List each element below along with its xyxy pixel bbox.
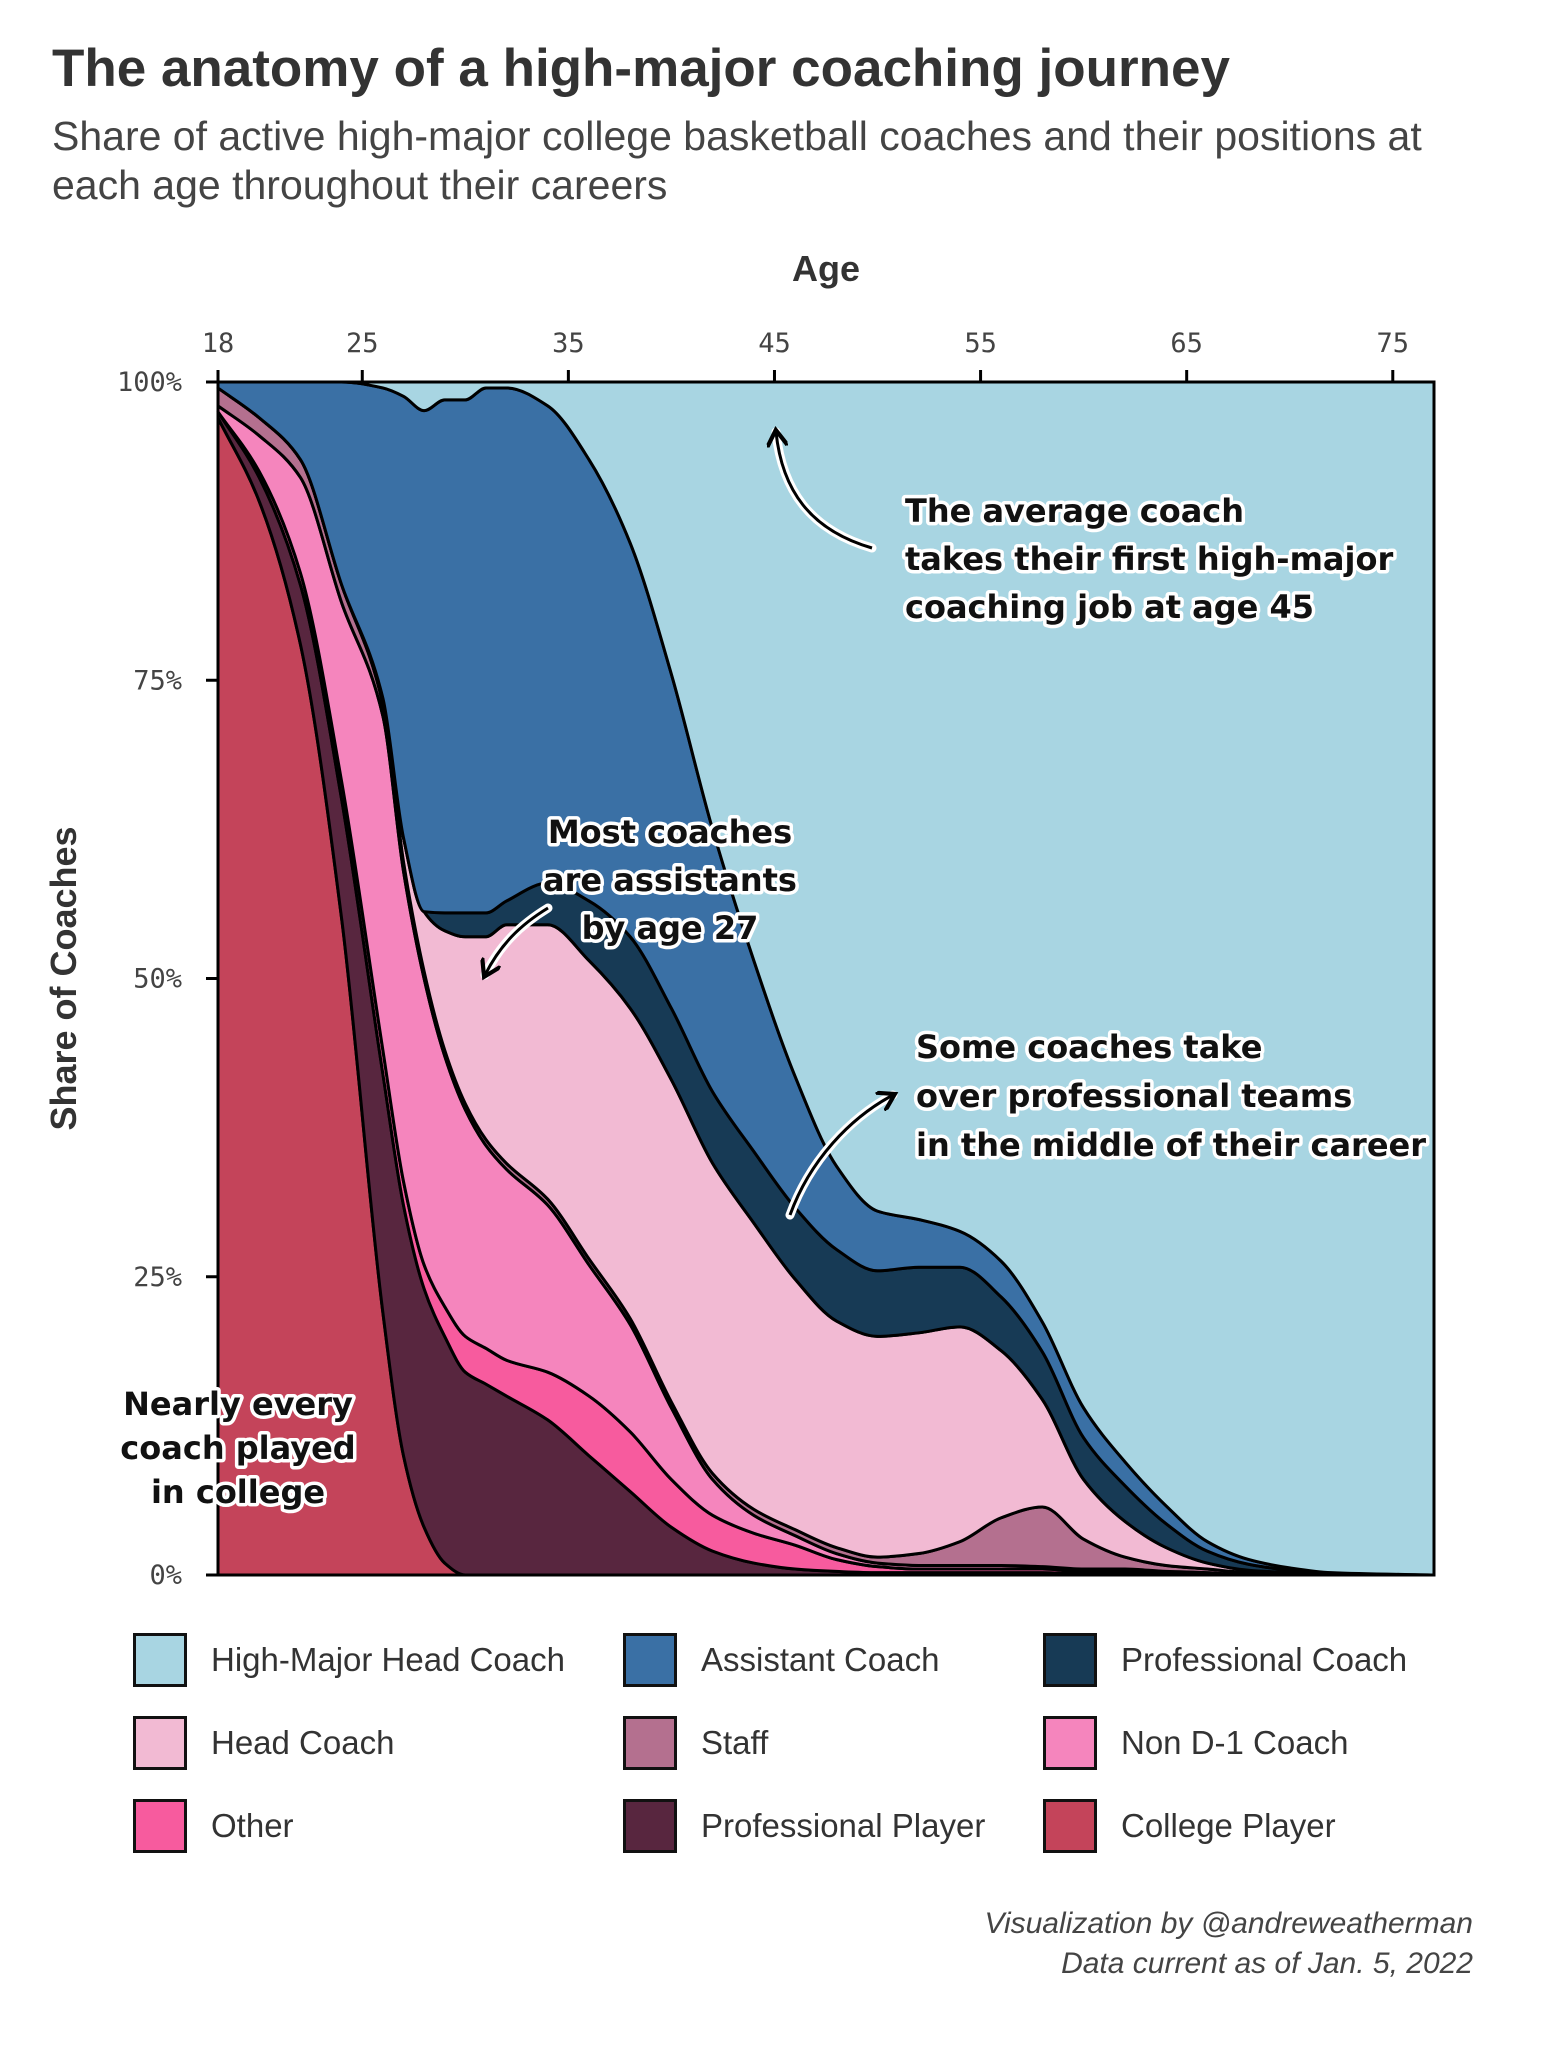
credit-author: Visualization by @andreweatherman — [984, 1907, 1473, 1940]
legend-label: Staff — [701, 1724, 769, 1761]
legend-item-staff: Staff — [623, 1713, 768, 1773]
annotation-arrow — [788, 1095, 893, 1216]
x-tick-label: 45 — [758, 328, 791, 359]
x-tick-label: 18 — [202, 328, 235, 359]
legend-swatch — [623, 1633, 677, 1687]
x-tick-label: 55 — [964, 328, 997, 359]
annotation-text-line: by age 27 — [582, 909, 759, 947]
chart-subtitle: Share of active high-major college baske… — [52, 113, 1422, 208]
annotation-text-line: in college — [151, 1473, 325, 1511]
legend-swatch — [1043, 1799, 1097, 1853]
legend-swatch — [133, 1633, 187, 1687]
legend-label: Professional Coach — [1121, 1641, 1408, 1678]
legend-swatch — [1043, 1716, 1097, 1770]
legend-item-high-major-head-coach: High-Major Head Coach — [133, 1630, 565, 1690]
annotation-text-line: over professional teams — [916, 1077, 1352, 1115]
annotation-4: Nearly every coach played in college — [117, 1382, 359, 1515]
x-tick-label: 65 — [1170, 328, 1203, 359]
legend-label: Assistant Coach — [701, 1641, 940, 1678]
legend-label: Head Coach — [211, 1724, 395, 1761]
legend: High-Major Head Coach Assistant Coach Prof… — [133, 1630, 1493, 1890]
legend-swatch — [1043, 1633, 1097, 1687]
annotation-layer: The average coach takes their first high-… — [117, 432, 1430, 1515]
y-tick-label: 25% — [133, 1262, 182, 1293]
annotation-text-line: takes their first high-major — [905, 540, 1393, 578]
axis-layer: 18 25 35 45 55 65 75 0% 25% 50% 75% 100% Age Share of… — [43, 248, 1436, 1591]
x-tick-label: 75 — [1377, 328, 1410, 359]
annotation-text-line: are assistants — [543, 861, 797, 899]
legend-item-other: Other — [133, 1796, 294, 1856]
annotation-arrow — [776, 432, 873, 550]
legend-label: Professional Player — [701, 1807, 986, 1844]
annotation-text-line: Nearly every — [123, 1385, 353, 1423]
chart-title: The anatomy of a high-major coaching jou… — [52, 39, 1230, 98]
legend-label: College Player — [1121, 1807, 1336, 1844]
annotation-arrow — [485, 906, 549, 975]
annotation-1: The average coach takes their first high-… — [776, 432, 1397, 630]
legend-item-professional-player: Professional Player — [623, 1796, 985, 1856]
annotation-text-line: coach played — [120, 1429, 355, 1467]
annotation-text-line: Most coaches — [548, 813, 792, 851]
annotation-text-line: coaching job at age 45 — [905, 588, 1314, 626]
annotation-text-line: in the middle of their career — [916, 1126, 1426, 1164]
legend-swatch — [133, 1799, 187, 1853]
legend-item-professional-coach: Professional Coach — [1043, 1630, 1407, 1690]
legend-item-college-player: College Player — [1043, 1796, 1336, 1856]
annotation-3: Some coaches take over professional teams… — [785, 1025, 1430, 1220]
legend-item-head-coach: Head Coach — [133, 1713, 394, 1773]
x-tick-label: 35 — [552, 328, 585, 359]
y-tick-label: 50% — [133, 964, 182, 995]
y-tick-label: 75% — [133, 665, 182, 696]
credit: Visualization by @andreweatherman Data c… — [984, 1904, 1473, 1984]
legend-swatch — [623, 1716, 677, 1770]
y-tick-label: 100% — [117, 367, 182, 398]
legend-label: High-Major Head Coach — [211, 1641, 565, 1678]
legend-swatch — [133, 1716, 187, 1770]
legend-label: Non D-1 Coach — [1121, 1724, 1349, 1761]
credit-date: Data current as of Jan. 5, 2022 — [1061, 1947, 1473, 1980]
x-tick-label: 25 — [346, 328, 379, 359]
legend-swatch — [623, 1799, 677, 1853]
stacked-area-chart: 18 25 35 45 55 65 75 0% 25% 50% 75% 100% Age Share of… — [43, 248, 1436, 1591]
annotation-2: Most coaches are assistants by age 27 — [485, 810, 800, 975]
annotation-text-line: The average coach — [905, 492, 1244, 530]
y-axis-title: Share of Coaches — [43, 826, 84, 1130]
x-axis-title: Age — [792, 248, 860, 289]
annotation-text-line: Some coaches take — [916, 1028, 1262, 1066]
legend-item-non-d-1-coach: Non D-1 Coach — [1043, 1713, 1348, 1773]
y-tick-label: 0% — [149, 1560, 182, 1591]
legend-label: Other — [211, 1807, 294, 1844]
legend-item-assistant-coach: Assistant Coach — [623, 1630, 939, 1690]
